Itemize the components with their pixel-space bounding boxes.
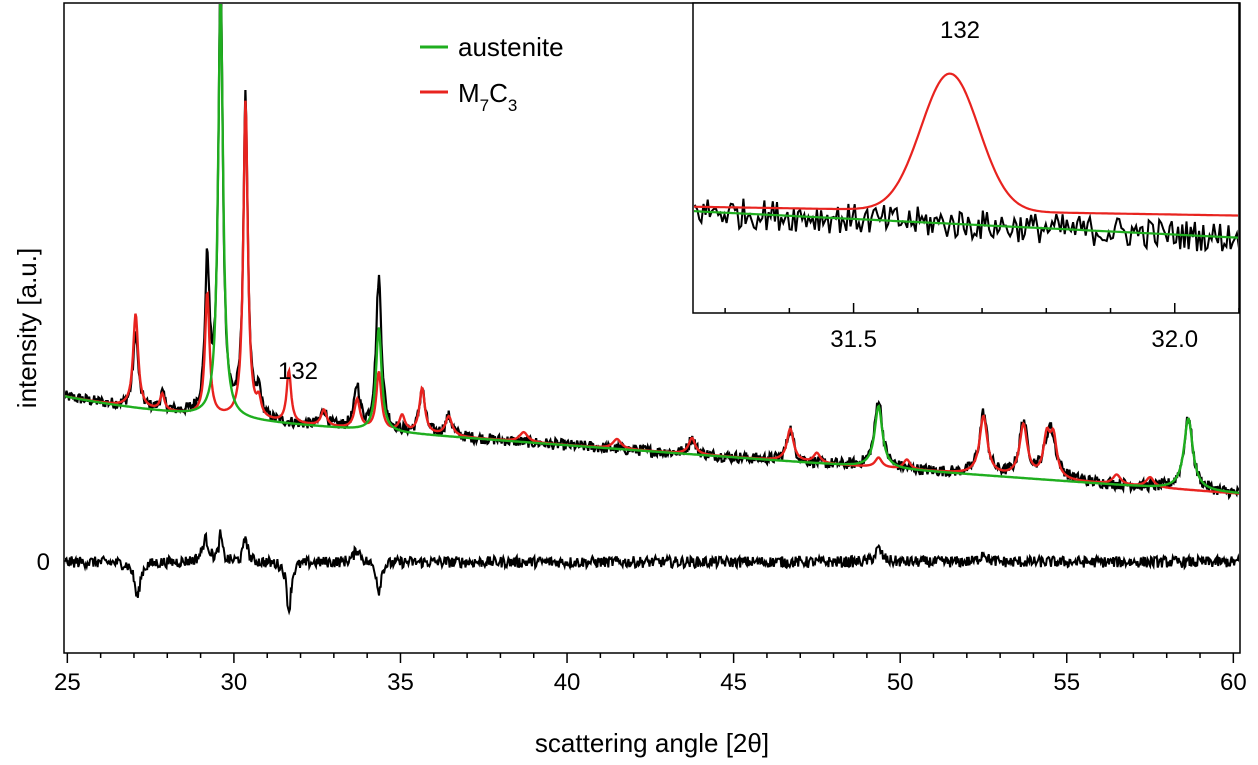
- peak-annotation-132: 132: [278, 358, 318, 385]
- legend: austenite M7C3: [420, 32, 564, 115]
- x-tick-label: 25: [54, 669, 81, 696]
- x-tick-label: 40: [554, 669, 581, 696]
- inset-x-tick-label: 31.5: [830, 326, 877, 353]
- series-austenite: [65, 4, 1239, 495]
- inset-annotation-132: 132: [940, 17, 980, 44]
- x-tick-label: 60: [1220, 669, 1247, 696]
- inset-frame: [692, 2, 1240, 314]
- inset-series-m7c3: [694, 72, 1238, 217]
- x-tick-label: 50: [887, 669, 914, 696]
- y-axis-title: intensity [a.u.]: [12, 248, 42, 408]
- inset: 31.5 32.0 132: [692, 2, 1240, 353]
- y-tick-label-zero: 0: [37, 549, 50, 576]
- x-axis-title: scattering angle [2θ]: [535, 728, 769, 758]
- x-tick-label: 55: [1053, 669, 1080, 696]
- inset-x-tick-label: 32.0: [1151, 326, 1198, 353]
- x-tick-label: 45: [720, 669, 747, 696]
- legend-label-austenite: austenite: [458, 32, 564, 62]
- legend-label-m7c3: M7C3: [458, 78, 517, 115]
- inset-series-austenite: [694, 210, 1238, 239]
- series-difference: [65, 529, 1239, 616]
- plot-frame: [63, 2, 1241, 654]
- x-tick-label: 35: [387, 669, 414, 696]
- inset-series-observed: [694, 198, 1238, 253]
- x-tick-label: 30: [221, 669, 248, 696]
